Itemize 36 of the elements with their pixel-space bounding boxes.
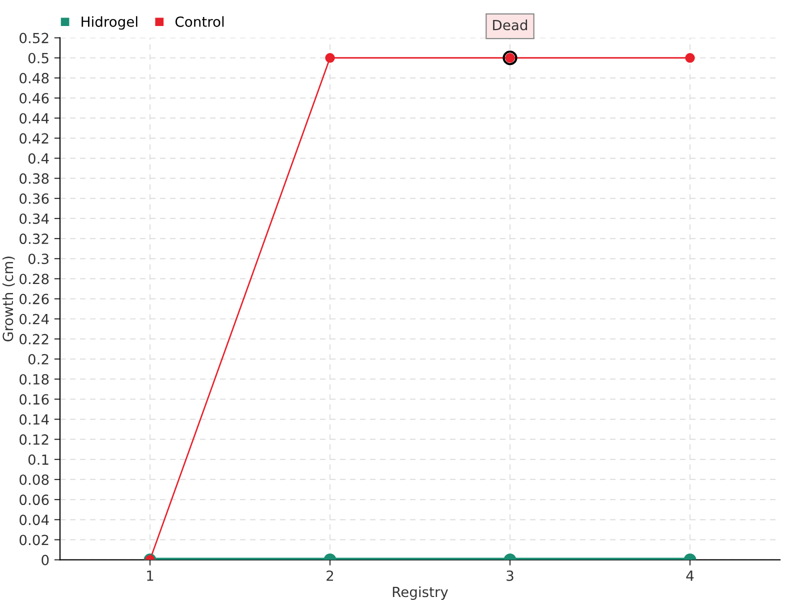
y-tick-label: 0.26 <box>20 294 49 304</box>
y-tick-label: 0.2 <box>28 354 48 365</box>
y-tick-label: 0.18 <box>20 374 49 385</box>
y-tick-label: 0.46 <box>20 93 49 104</box>
y-tick-label: 0.48 <box>20 72 49 84</box>
y-tick-label: 0.04 <box>20 514 49 526</box>
y-tick-label: 0.24 <box>20 314 49 324</box>
y-tick-label: 0.52 <box>20 32 48 44</box>
y-tick-label: 0.34 <box>20 213 49 224</box>
y-tick-label: 0.44 <box>20 113 49 124</box>
y-tick-label: 0.08 <box>20 474 49 485</box>
y-tick-label: 0.02 <box>20 534 48 546</box>
y-tick-label: 0.28 <box>20 274 49 284</box>
y-tick-label: 0.06 <box>20 494 49 506</box>
annotation: Dead <box>493 20 528 30</box>
y-axis-title: Growth (cm) <box>2 256 15 342</box>
y-tick-label: 0.42 <box>20 133 48 144</box>
legend-label: Hidrogel <box>82 16 138 30</box>
y-tick-label: 0.38 <box>20 173 49 184</box>
x-axis-title: Registry <box>392 586 448 600</box>
y-tick-label: 0.32 <box>20 234 48 244</box>
y-tick-label: 0 <box>42 554 49 566</box>
y-tick-label: 0.36 <box>20 193 49 204</box>
x-tick-label: 4 <box>686 570 694 581</box>
y-tick-label: 0.5 <box>28 52 48 64</box>
y-tick-label: 0.16 <box>20 394 49 405</box>
y-tick-label: 0.22 <box>20 334 48 344</box>
x-tick-label: 3 <box>506 570 514 581</box>
x-tick-label: 1 <box>147 570 154 581</box>
x-tick-label: 2 <box>326 570 334 581</box>
y-tick-label: 0.3 <box>28 254 48 264</box>
y-tick-label: 0.4 <box>28 153 49 164</box>
y-tick-label: 0.1 <box>28 454 48 465</box>
legend-label: Control <box>175 16 224 27</box>
y-tick-label: 0.14 <box>20 414 49 425</box>
y-tick-label: 0.12 <box>20 434 48 445</box>
